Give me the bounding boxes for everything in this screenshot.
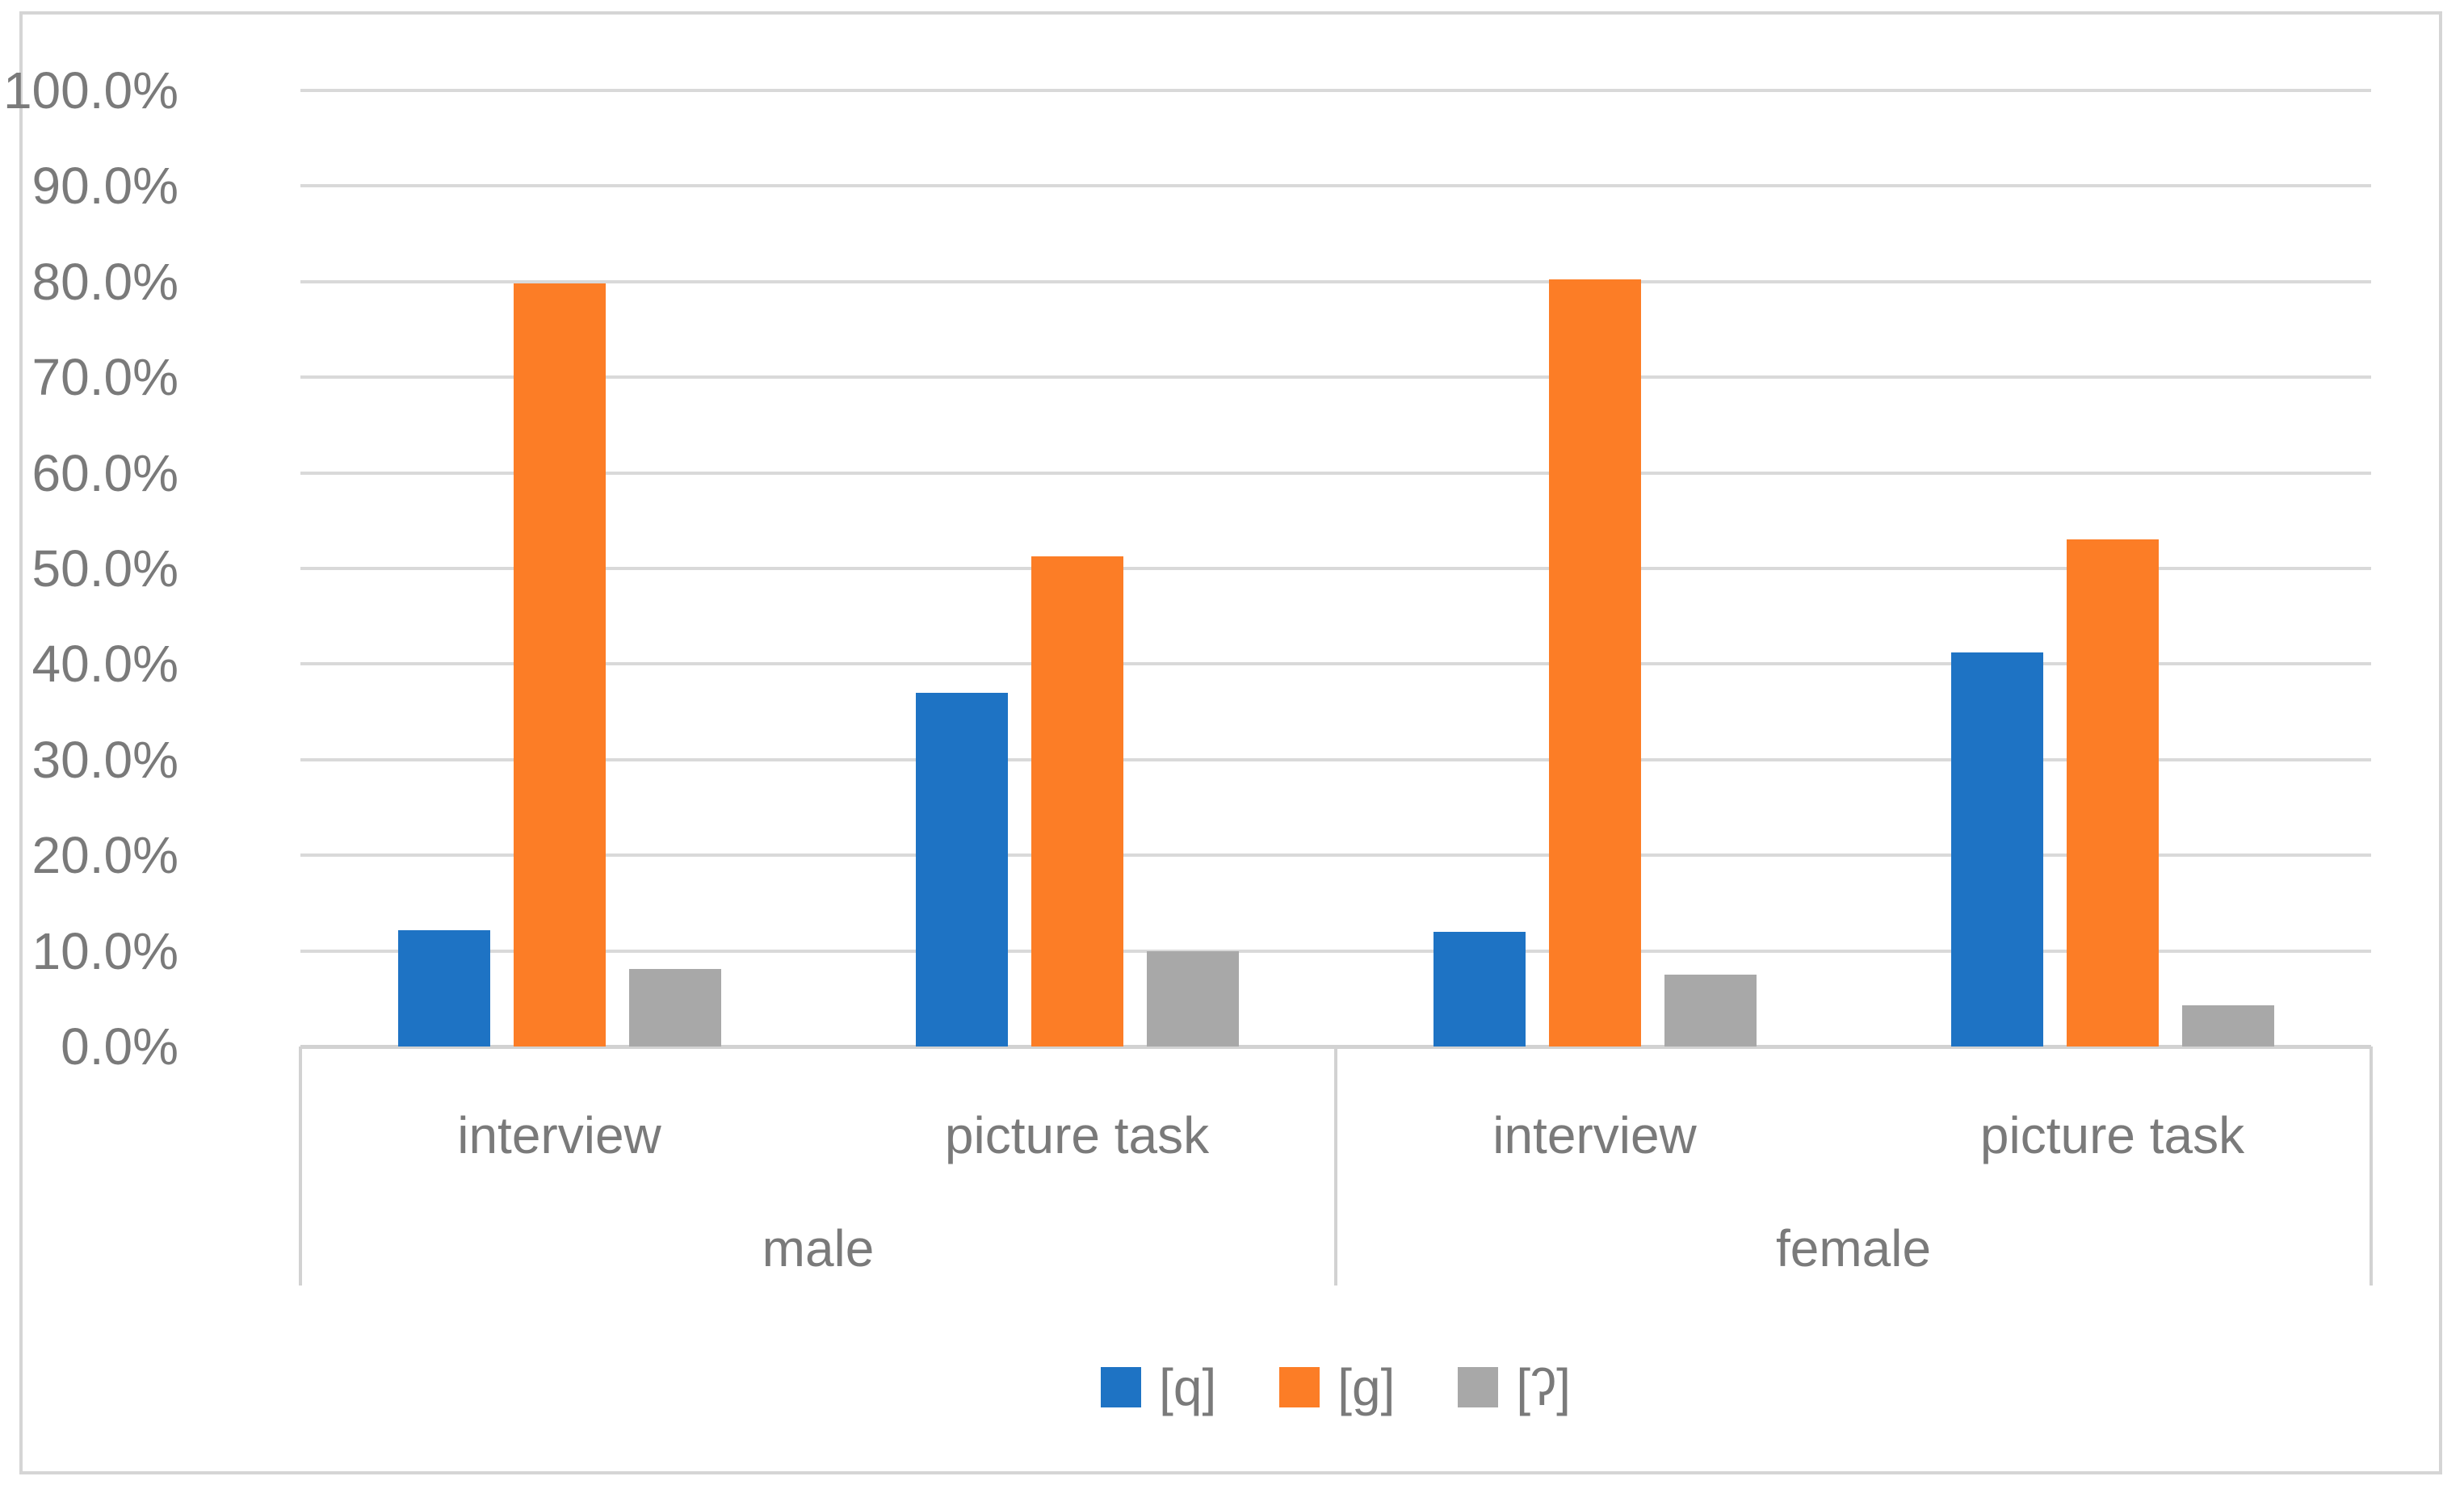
y-tick-label: 40.0% [31,635,178,694]
x-category-label: interview [457,1106,661,1164]
plot-area: 100.0% 90.0% 80.0% 70.0% 60.0% 50.0% 40.0% 30.0… [3,65,2371,1072]
legend: [q] [g] [ʔ] [300,1358,2371,1416]
bar-q-interview-male [397,929,490,1046]
bar-q-picture-task-female [1950,652,2043,1046]
y-tick-label: 50.0% [31,539,178,598]
y-tick-label: 0.0% [61,1017,178,1076]
bar-g-interview-female [1548,279,1641,1046]
gridline [300,279,2371,283]
bar-ʔ-picture-task-female [2181,1005,2274,1046]
gridline [300,757,2371,761]
legend-label: [g] [1337,1358,1396,1416]
legend-swatch-icon [1458,1367,1499,1407]
y-tick-label: 60.0% [31,443,178,502]
x-group-label: female [1775,1219,1932,1277]
legend-swatch-icon [1279,1367,1320,1407]
bar-ʔ-picture-task-male [1146,950,1239,1046]
gridline [300,471,2371,475]
category-separator-line [1334,1046,1337,1286]
legend-swatch-icon [1101,1367,1142,1407]
y-tick-label: 100.0% [2,61,178,120]
gridline [300,567,2371,570]
legend-item: [q] [1101,1361,1216,1413]
category-separator-line [299,1046,302,1286]
gridline [300,89,2371,92]
bar-ʔ-interview-male [628,969,721,1046]
gridline [300,854,2371,858]
bar-g-picture-task-female [2066,539,2159,1046]
legend-label: [q] [1159,1358,1217,1416]
legend-item: [g] [1279,1361,1395,1413]
gridline [300,375,2371,380]
bar-q-picture-task-male [915,692,1008,1046]
bar-q-interview-female [1433,931,1526,1046]
legend-label: [ʔ] [1516,1358,1571,1416]
bar-ʔ-interview-female [1664,975,1757,1046]
category-separator-line [2370,1046,2373,1286]
x-category-label: picture task [944,1106,1210,1164]
y-tick-label: 20.0% [31,826,178,885]
legend-item: [ʔ] [1458,1361,1571,1413]
y-tick-label: 80.0% [31,252,178,311]
gridline [300,949,2371,953]
bar-g-interview-male [513,283,606,1046]
y-tick-label: 90.0% [31,157,178,216]
bar-g-picture-task-male [1031,556,1123,1046]
x-group-label: male [762,1219,875,1277]
x-category-label: picture task [1979,1106,2245,1164]
gridline [300,662,2371,666]
y-tick-label: 70.0% [31,348,178,407]
x-category-label: interview [1492,1106,1697,1164]
y-tick-label: 10.0% [31,921,178,980]
gridline [300,184,2371,188]
y-tick-label: 30.0% [31,730,178,789]
